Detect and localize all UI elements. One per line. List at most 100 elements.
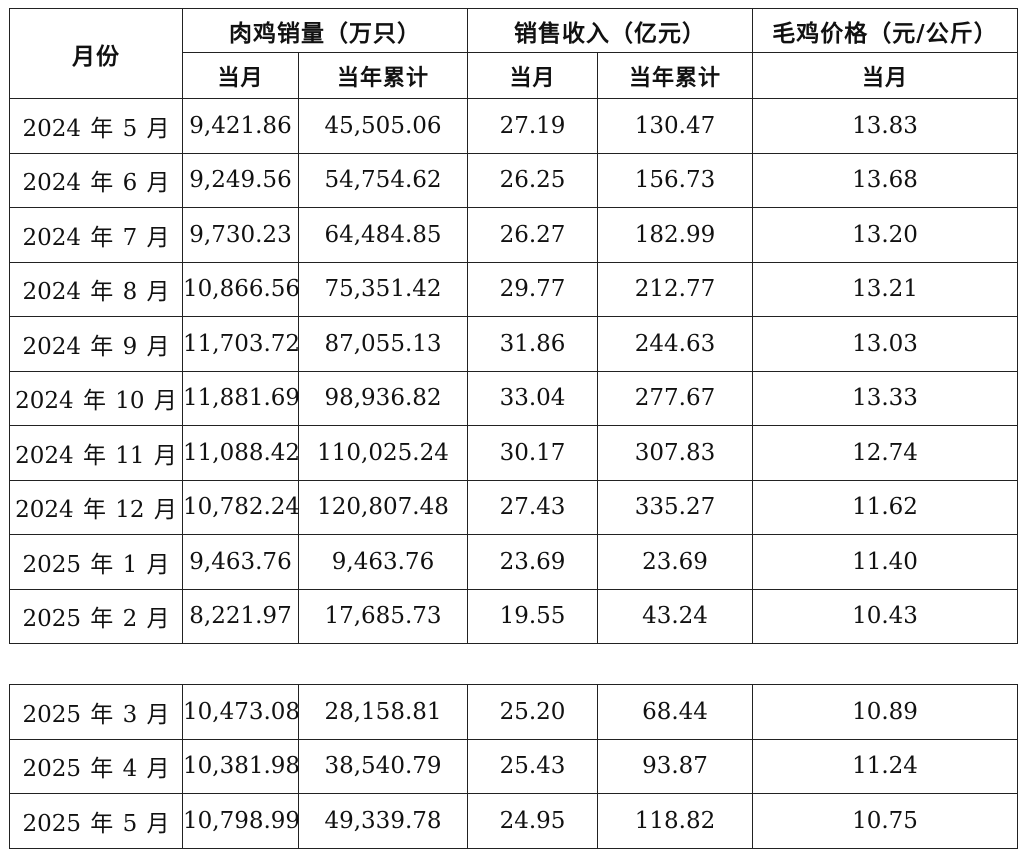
cell-volume-ytd: 110,025.24: [298, 425, 468, 481]
table-row: 2025 年 2 月 8,221.97 17,685.73 19.55 43.24 10.…: [9, 588, 1018, 644]
cell-revenue-ytd: 23.69: [597, 534, 753, 590]
header-price-group: 毛鸡价格（元/公斤）: [752, 8, 1018, 53]
cell-volume-ytd: 120,807.48: [298, 479, 468, 535]
cell-price-current: 13.33: [752, 370, 1018, 426]
table-row: 2024 年 5 月 9,421.86 45,505.06 27.19 130.47 13…: [9, 98, 1018, 154]
cell-revenue-current: 27.19: [467, 98, 598, 154]
cell-revenue-current: 30.17: [467, 425, 598, 481]
cell-volume-current: 10,866.56: [182, 261, 300, 317]
cell-month: 2024 年 8 月: [9, 261, 183, 317]
cell-revenue-current: 26.25: [467, 152, 598, 208]
header-row-group: 月份 肉鸡销量（万只） 销售收入（亿元） 毛鸡价格（元/公斤）: [9, 8, 1018, 99]
cell-volume-ytd: 17,685.73: [298, 588, 468, 644]
cell-price-current: 11.40: [752, 534, 1018, 590]
cell-month: 2024 年 12 月: [9, 479, 183, 535]
cell-month: 2025 年 1 月: [9, 534, 183, 590]
cell-volume-current: 11,881.69: [182, 370, 300, 426]
cell-volume-ytd: 75,351.42: [298, 261, 468, 317]
table-body-bottom: 2025 年 3 月 10,473.08 28,158.81 25.20 68.44 10…: [9, 684, 1018, 849]
header-volume-current: 当月: [182, 52, 299, 99]
broiler-sales-table-continued: 2025 年 3 月 10,473.08 28,158.81 25.20 68.44 10…: [9, 684, 1018, 849]
cell-revenue-current: 31.86: [467, 316, 598, 372]
cell-revenue-ytd: 118.82: [597, 793, 753, 849]
cell-volume-ytd: 98,936.82: [298, 370, 468, 426]
cell-revenue-current: 23.69: [467, 534, 598, 590]
cell-revenue-ytd: 307.83: [597, 425, 753, 481]
cell-price-current: 13.68: [752, 152, 1018, 208]
cell-volume-current: 11,703.72: [182, 316, 300, 372]
table-row: 2024 年 7 月 9,730.23 64,484.85 26.27 182.99 13…: [9, 207, 1018, 263]
cell-volume-current: 10,798.99: [182, 793, 300, 849]
table-row: 2024 年 6 月 9,249.56 54,754.62 26.25 156.73 13…: [9, 152, 1018, 208]
table-row: 2025 年 5 月 10,798.99 49,339.78 24.95 118.82 1…: [9, 793, 1018, 849]
cell-revenue-ytd: 130.47: [597, 98, 753, 154]
cell-revenue-current: 19.55: [467, 588, 598, 644]
table-row: 2024 年 11 月 11,088.42 110,025.24 30.17 307.8…: [9, 425, 1018, 481]
cell-volume-current: 10,782.24: [182, 479, 300, 535]
broiler-sales-table: 月份 肉鸡销量（万只） 销售收入（亿元） 毛鸡价格（元/公斤） 当月 当年累计 …: [9, 8, 1018, 644]
cell-volume-ytd: 38,540.79: [298, 738, 468, 794]
table-row: 2025 年 4 月 10,381.98 38,540.79 25.43 93.87 11…: [9, 738, 1018, 794]
cell-volume-current: 10,473.08: [182, 684, 300, 740]
header-revenue-group: 销售收入（亿元）: [467, 8, 753, 53]
cell-volume-current: 11,088.42: [182, 425, 300, 481]
cell-volume-ytd: 45,505.06: [298, 98, 468, 154]
cell-revenue-ytd: 156.73: [597, 152, 753, 208]
cell-price-current: 13.20: [752, 207, 1018, 263]
cell-revenue-ytd: 277.67: [597, 370, 753, 426]
header-row-sub: 当月 当年累计 当月 当年累计 当月: [10, 52, 1018, 99]
header-revenue-current: 当月: [467, 52, 598, 99]
cell-volume-ytd: 28,158.81: [298, 684, 468, 740]
cell-revenue-ytd: 93.87: [597, 738, 753, 794]
header-volume-group: 肉鸡销量（万只）: [182, 8, 468, 53]
cell-price-current: 10.43: [752, 588, 1018, 644]
cell-revenue-current: 33.04: [467, 370, 598, 426]
cell-price-current: 13.21: [752, 261, 1018, 317]
cell-month: 2025 年 3 月: [9, 684, 183, 740]
cell-revenue-ytd: 244.63: [597, 316, 753, 372]
cell-volume-current: 8,221.97: [182, 588, 299, 644]
cell-month: 2024 年 7 月: [9, 207, 183, 263]
cell-volume-ytd: 9,463.76: [298, 534, 468, 590]
cell-price-current: 13.03: [752, 316, 1018, 372]
cell-volume-current: 9,421.86: [182, 98, 299, 154]
table-row: 2024 年 9 月 11,703.72 87,055.13 31.86 244.63 1…: [9, 316, 1018, 372]
cell-revenue-ytd: 182.99: [597, 207, 753, 263]
cell-month: 2025 年 4 月: [9, 738, 183, 794]
cell-volume-ytd: 49,339.78: [298, 793, 468, 849]
cell-month: 2024 年 9 月: [9, 316, 183, 372]
cell-price-current: 13.83: [752, 98, 1018, 154]
cell-price-current: 12.74: [752, 425, 1018, 481]
cell-month: 2024 年 10 月: [9, 370, 183, 426]
cell-revenue-ytd: 68.44: [597, 684, 753, 740]
cell-volume-current: 9,730.23: [182, 207, 299, 263]
table-row: 2024 年 12 月 10,782.24 120,807.48 27.43 335.2…: [9, 479, 1018, 535]
cell-revenue-current: 24.95: [467, 793, 598, 849]
cell-price-current: 11.24: [752, 738, 1018, 794]
cell-month: 2024 年 5 月: [9, 98, 183, 154]
cell-revenue-current: 27.43: [467, 479, 598, 535]
table-row: 2024 年 8 月 10,866.56 75,351.42 29.77 212.77 1…: [9, 261, 1018, 317]
header-revenue-ytd: 当年累计: [597, 52, 753, 99]
cell-revenue-ytd: 43.24: [597, 588, 753, 644]
table-row: 2025 年 3 月 10,473.08 28,158.81 25.20 68.44 10…: [9, 684, 1018, 740]
cell-volume-ytd: 64,484.85: [298, 207, 468, 263]
header-price-current: 当月: [752, 52, 1018, 99]
header-volume-ytd: 当年累计: [298, 52, 468, 99]
cell-volume-ytd: 87,055.13: [298, 316, 468, 372]
cell-volume-current: 10,381.98: [182, 738, 300, 794]
header-month: 月份: [9, 8, 183, 99]
cell-revenue-current: 25.20: [467, 684, 598, 740]
cell-month: 2025 年 2 月: [9, 588, 183, 644]
cell-revenue-current: 26.27: [467, 207, 598, 263]
cell-price-current: 10.75: [752, 793, 1018, 849]
cell-revenue-current: 29.77: [467, 261, 598, 317]
cell-revenue-current: 25.43: [467, 738, 598, 794]
cell-revenue-ytd: 212.77: [597, 261, 753, 317]
table-body-top: 2024 年 5 月 9,421.86 45,505.06 27.19 130.47 13…: [9, 98, 1018, 644]
cell-month: 2024 年 11 月: [9, 425, 183, 481]
cell-price-current: 10.89: [752, 684, 1018, 740]
table-row: 2025 年 1 月 9,463.76 9,463.76 23.69 23.69 11.4…: [9, 534, 1018, 590]
cell-month: 2025 年 5 月: [9, 793, 183, 849]
cell-price-current: 11.62: [752, 479, 1018, 535]
